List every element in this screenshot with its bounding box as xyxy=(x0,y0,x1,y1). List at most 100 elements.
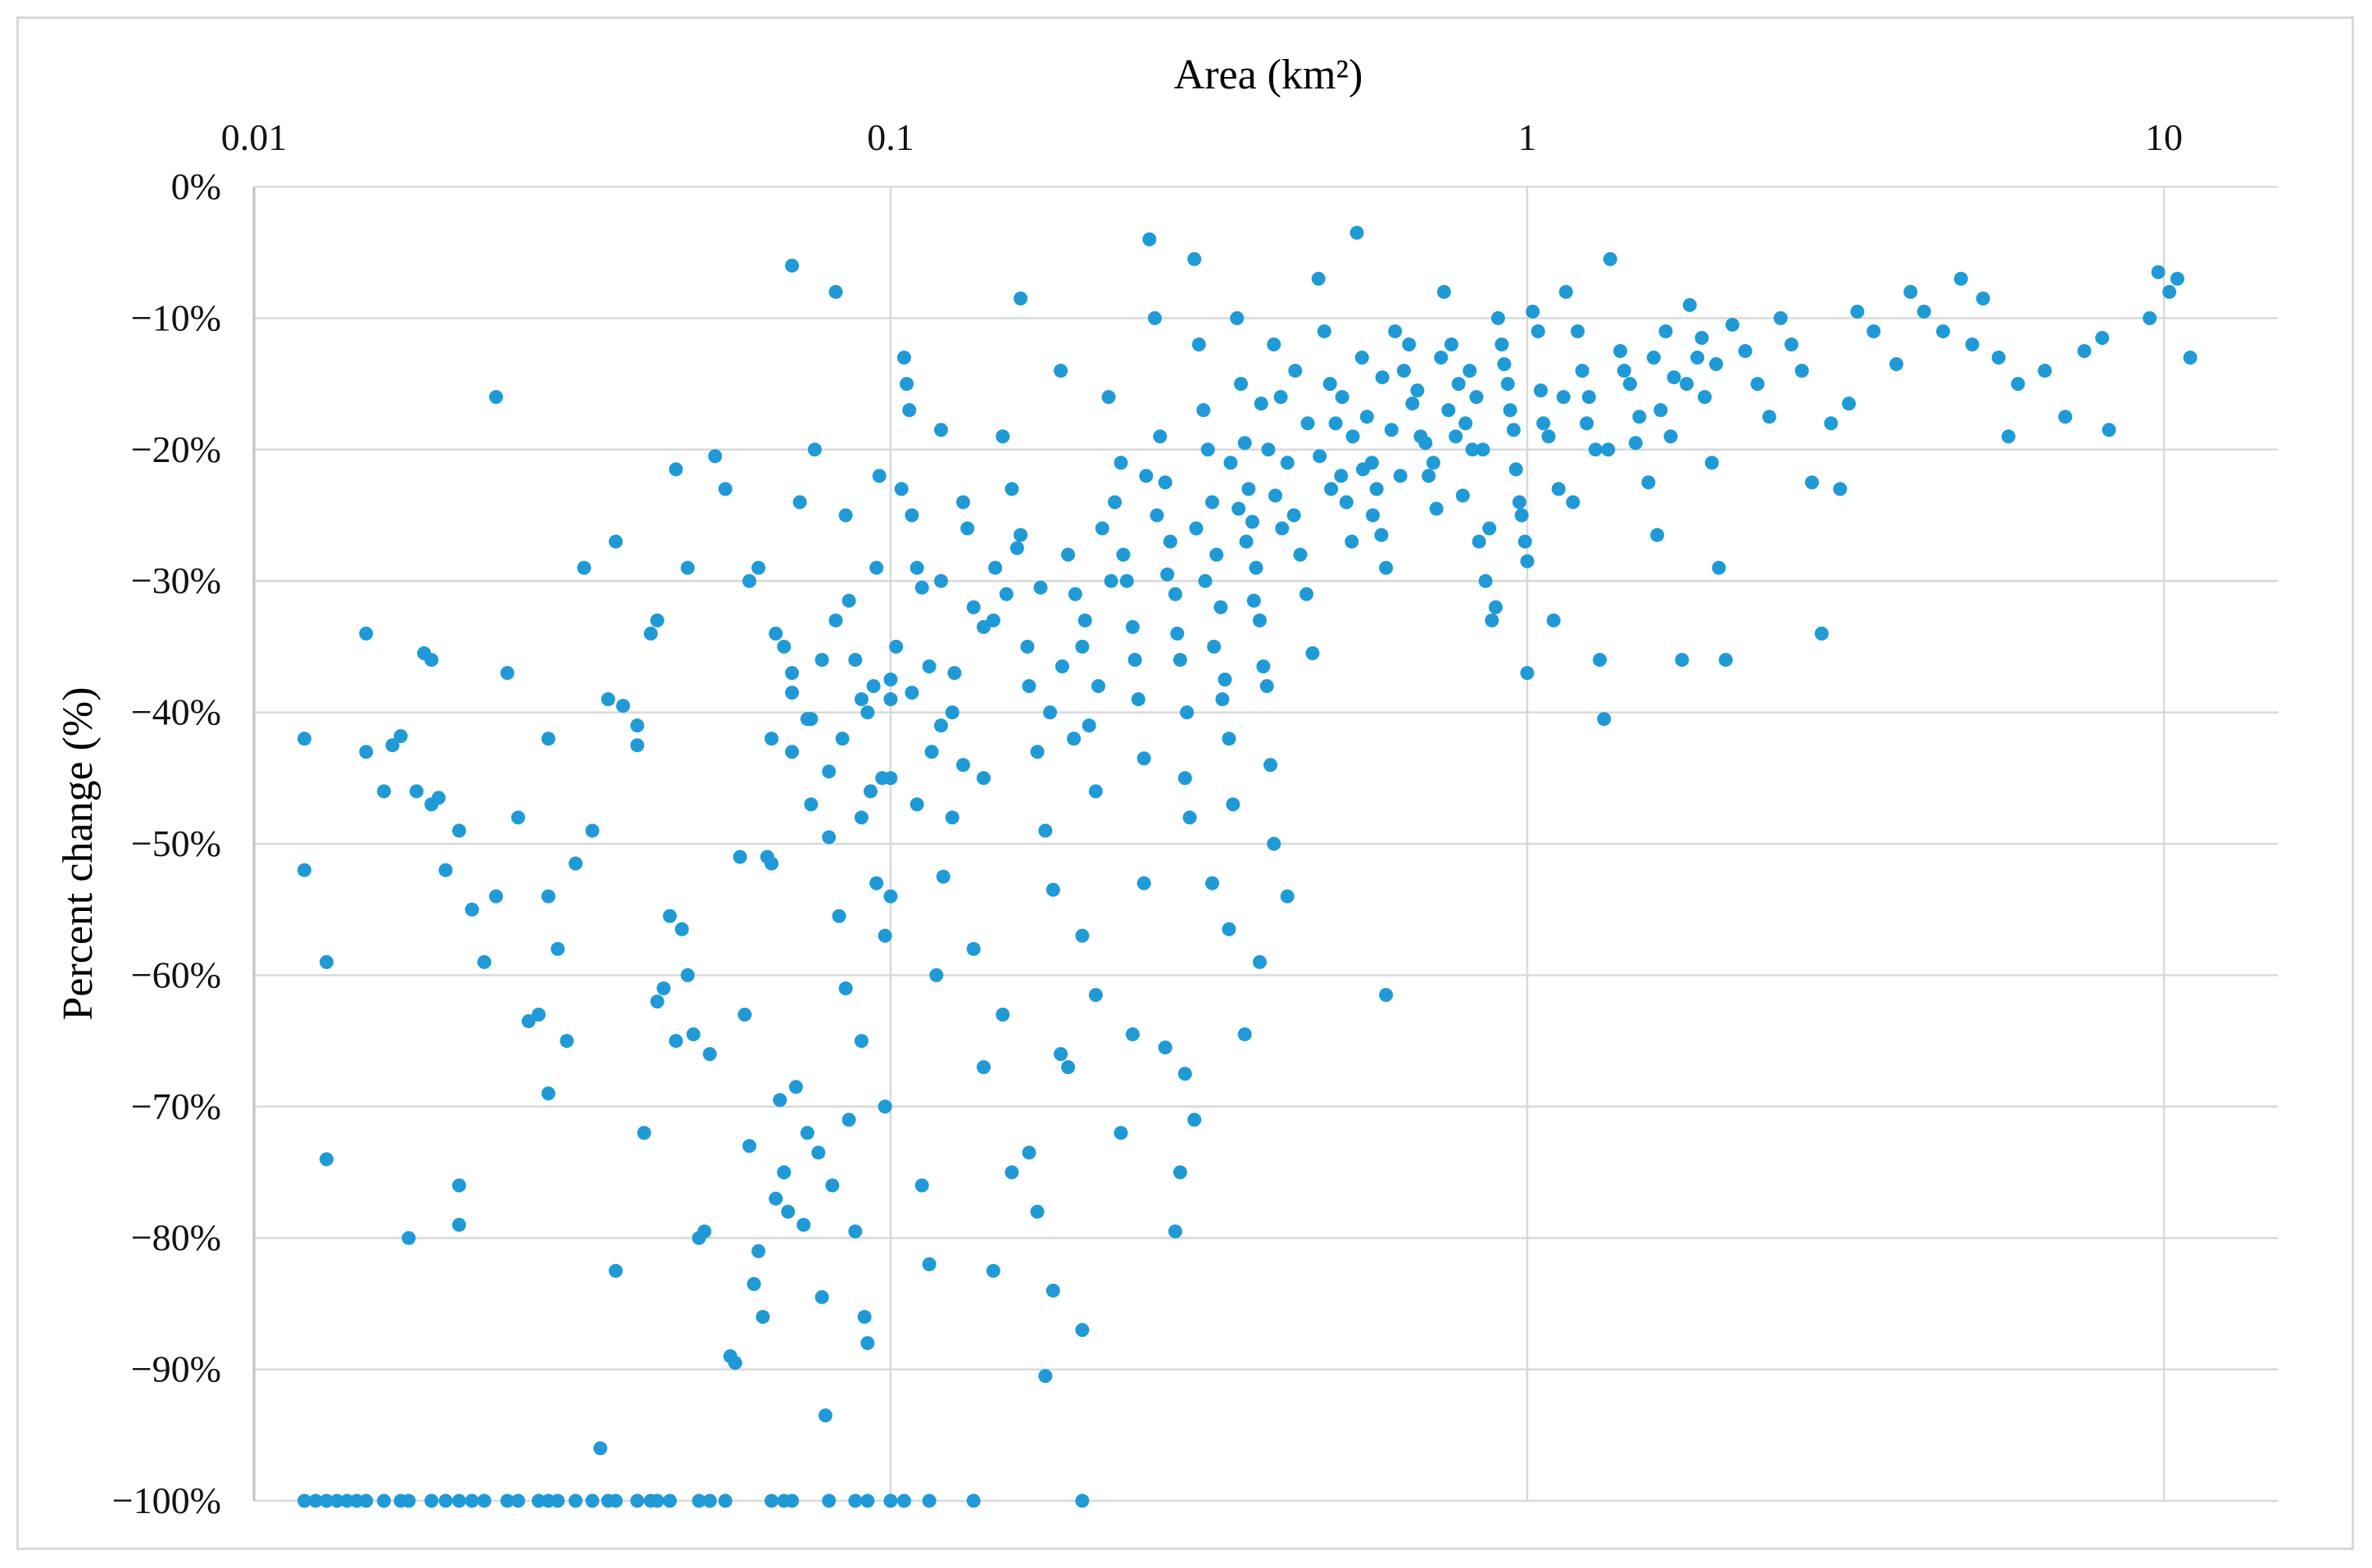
data-point xyxy=(905,686,919,700)
data-point xyxy=(1658,324,1673,338)
data-point xyxy=(1369,482,1384,496)
data-point xyxy=(1617,364,1631,378)
data-point xyxy=(1514,508,1529,523)
data-point xyxy=(777,639,791,654)
data-point xyxy=(1256,659,1271,673)
data-point xyxy=(1794,364,1809,378)
data-point xyxy=(1005,482,1019,496)
data-point xyxy=(1444,337,1458,351)
data-point xyxy=(1531,324,1545,338)
data-point xyxy=(1762,410,1776,424)
data-point xyxy=(500,1493,515,1508)
data-point xyxy=(909,797,924,812)
data-point xyxy=(1581,390,1596,405)
y-tick-label: −20% xyxy=(131,428,221,470)
data-point xyxy=(1163,534,1177,549)
data-point xyxy=(1725,317,1739,332)
data-point xyxy=(1150,508,1164,523)
data-point xyxy=(1234,377,1249,392)
data-point xyxy=(585,823,600,838)
data-point xyxy=(1603,252,1617,266)
data-point xyxy=(945,705,959,720)
data-point xyxy=(1280,455,1295,470)
data-point xyxy=(1405,397,1420,411)
data-point xyxy=(1075,928,1090,943)
data-point xyxy=(889,639,904,654)
data-point xyxy=(1215,692,1230,707)
data-point xyxy=(1533,383,1548,398)
data-point xyxy=(1147,310,1162,325)
data-point xyxy=(1646,351,1661,365)
data-point xyxy=(608,1493,623,1508)
data-point xyxy=(1485,613,1499,628)
data-point xyxy=(1200,442,1215,457)
data-point xyxy=(854,1034,869,1049)
data-point xyxy=(1393,469,1408,483)
data-point xyxy=(1469,390,1484,405)
data-point xyxy=(1267,836,1281,851)
data-point xyxy=(385,738,400,753)
data-point xyxy=(541,732,556,746)
data-point xyxy=(781,1204,796,1219)
data-point xyxy=(1455,488,1470,503)
data-point xyxy=(1268,488,1282,503)
data-point xyxy=(1388,324,1403,338)
data-point xyxy=(1324,482,1339,496)
data-point xyxy=(1497,357,1512,372)
data-point xyxy=(1022,679,1036,694)
data-point xyxy=(1273,390,1288,405)
data-point xyxy=(1463,364,1477,378)
data-point xyxy=(1824,416,1839,431)
data-point xyxy=(551,941,565,956)
data-point xyxy=(960,521,975,536)
data-point xyxy=(1472,534,1486,549)
data-point xyxy=(569,856,583,871)
x-tick-label: 0.01 xyxy=(221,116,288,158)
data-point xyxy=(359,1493,374,1508)
data-point xyxy=(1379,987,1394,1002)
data-point xyxy=(1426,455,1440,470)
data-point xyxy=(1814,626,1829,641)
data-point xyxy=(630,1493,645,1508)
data-point xyxy=(1345,429,1360,444)
data-point xyxy=(1379,560,1394,575)
data-point xyxy=(401,1230,416,1245)
data-point xyxy=(2001,429,2016,444)
data-point xyxy=(1478,573,1493,588)
data-point xyxy=(1441,403,1456,418)
data-point xyxy=(1698,390,1712,405)
data-point xyxy=(500,665,515,680)
data-point xyxy=(377,784,392,799)
data-point xyxy=(1465,442,1480,457)
data-point xyxy=(1675,652,1689,667)
data-point xyxy=(764,1493,779,1508)
data-point xyxy=(1153,429,1168,444)
data-point xyxy=(1784,337,1798,351)
data-point xyxy=(320,1152,334,1167)
data-point xyxy=(1223,455,1238,470)
data-point xyxy=(841,1113,856,1127)
data-point xyxy=(1345,534,1359,549)
data-point xyxy=(792,495,807,510)
data-point xyxy=(755,1309,770,1324)
data-point xyxy=(1241,482,1256,496)
data-point xyxy=(1061,547,1076,562)
data-point xyxy=(1045,1283,1060,1298)
data-point xyxy=(1054,364,1068,378)
y-tick-label: −90% xyxy=(131,1348,221,1390)
data-point xyxy=(1374,528,1389,542)
data-point xyxy=(1991,351,2006,365)
data-point xyxy=(838,981,853,995)
data-point xyxy=(841,593,856,608)
data-point xyxy=(488,889,503,904)
data-point xyxy=(828,613,843,628)
data-point xyxy=(883,771,898,786)
data-point xyxy=(1575,364,1590,378)
y-axis-title: Percent change (%) xyxy=(55,687,102,1020)
data-point xyxy=(1068,587,1082,601)
data-point xyxy=(1189,521,1204,536)
data-point xyxy=(297,732,312,746)
data-point xyxy=(1458,416,1473,431)
data-point xyxy=(1916,304,1931,319)
data-point xyxy=(1680,377,1694,392)
